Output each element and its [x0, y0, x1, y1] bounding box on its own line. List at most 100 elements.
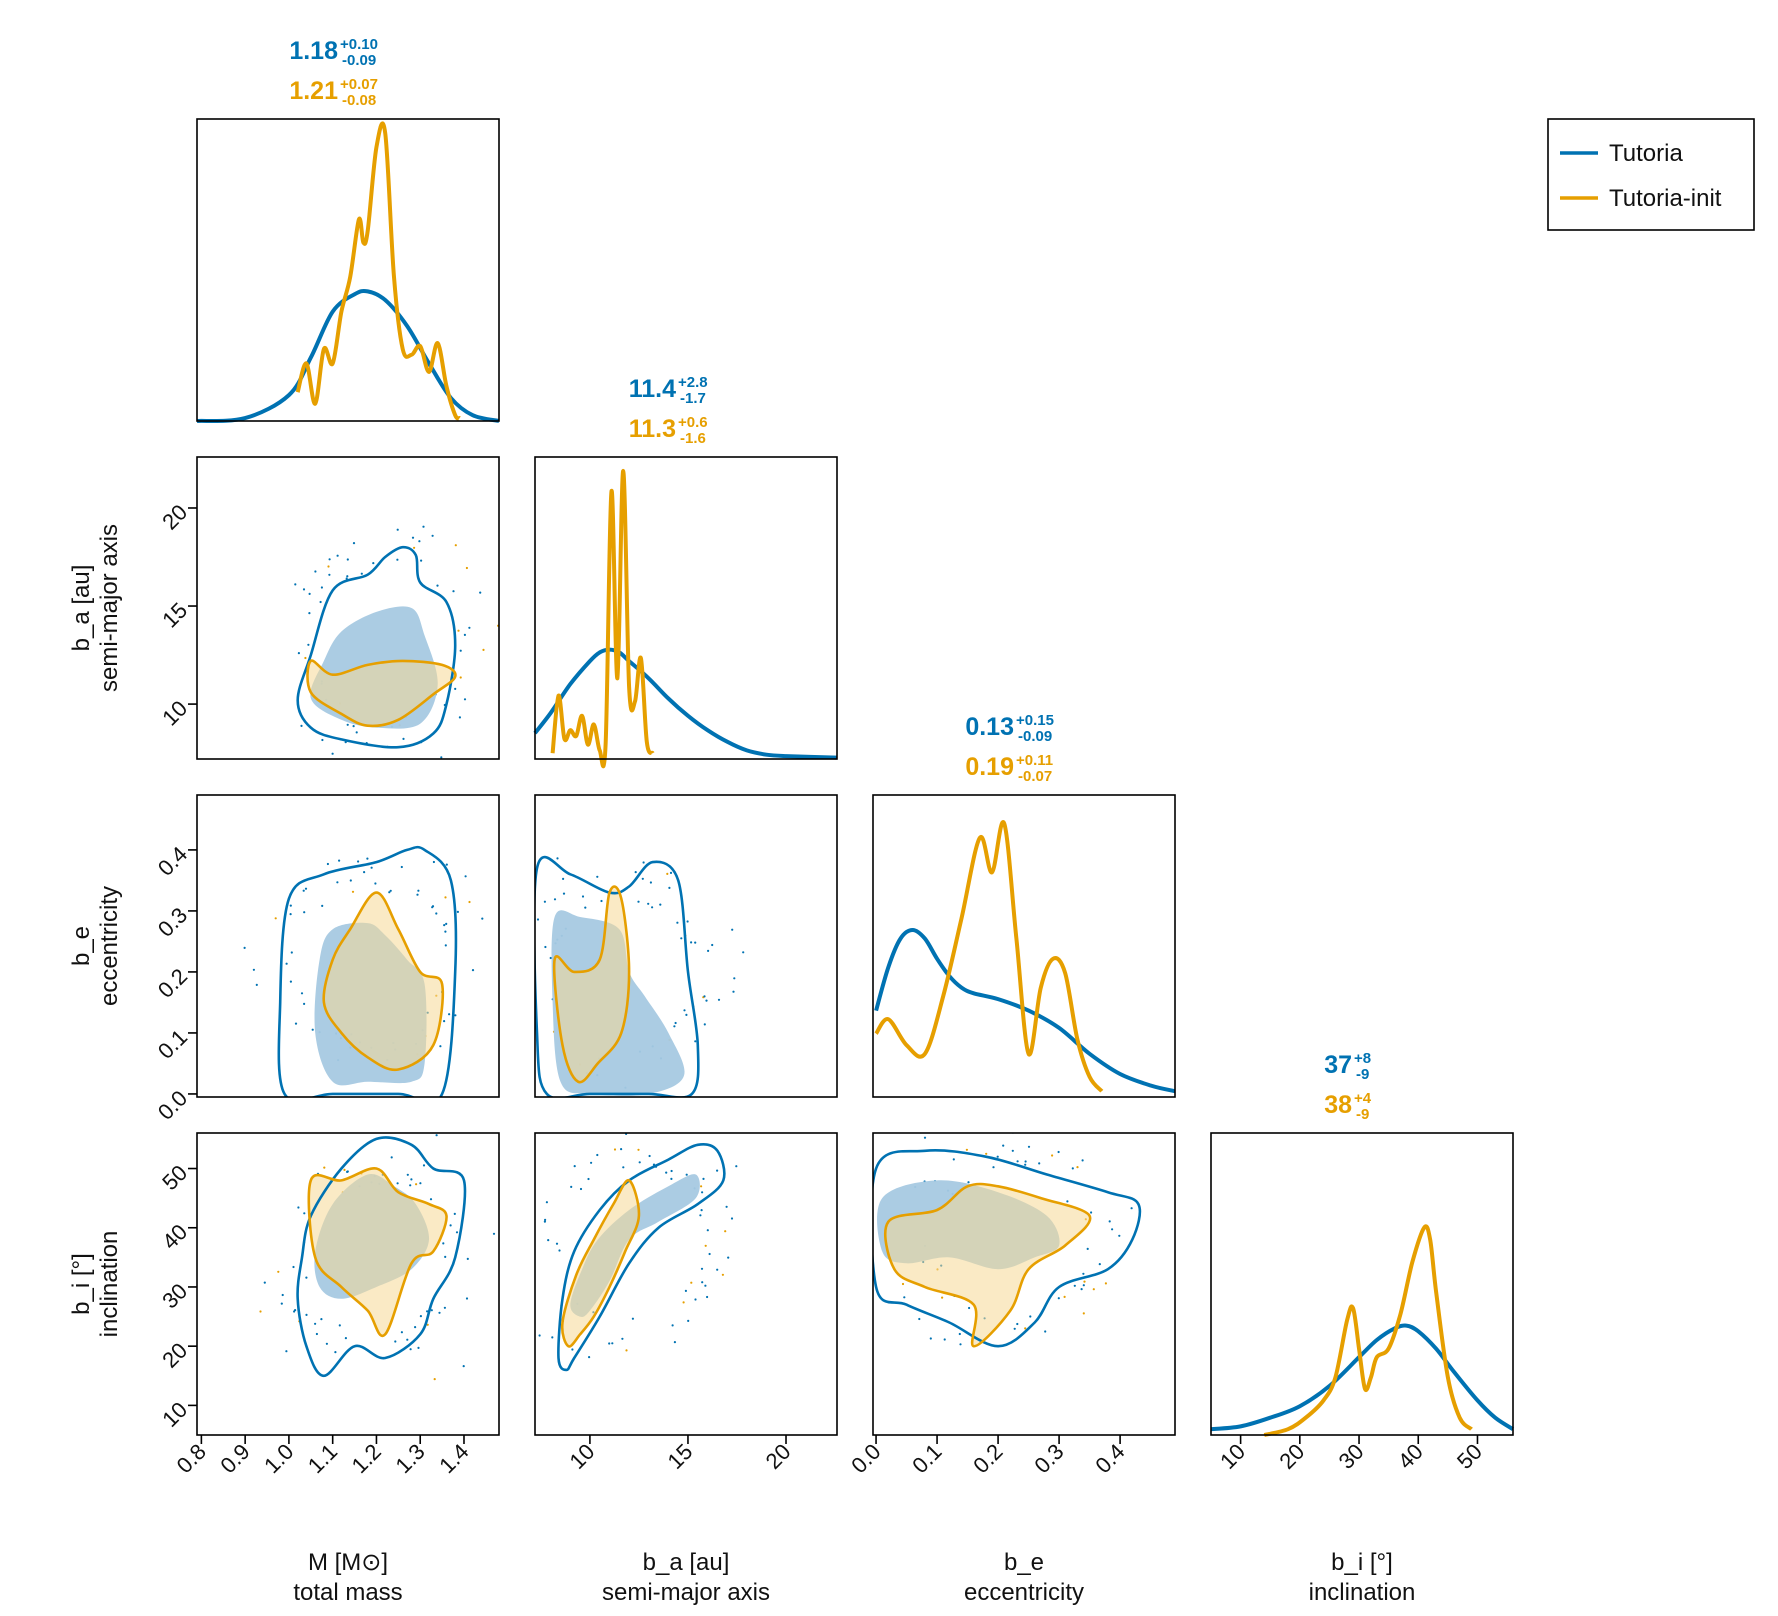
- stat-minus: -0.07: [1018, 768, 1052, 785]
- stat-median: 0.13: [965, 713, 1014, 741]
- scatter-point: [370, 866, 373, 869]
- scatter-point: [701, 1281, 704, 1284]
- panel-frame: [196, 118, 500, 422]
- scatter-point: [562, 892, 566, 895]
- x-tick-label: 50: [1452, 1439, 1487, 1474]
- scatter-point: [923, 1136, 927, 1139]
- scatter-point: [419, 1315, 422, 1318]
- scatter-point: [562, 877, 565, 881]
- scatter-point: [323, 1166, 326, 1169]
- y-tick-label: 0.0: [153, 1085, 192, 1124]
- scatter-point: [1066, 1200, 1069, 1203]
- scatter-point: [694, 941, 697, 944]
- scatter-point: [703, 995, 706, 998]
- scatter-point: [321, 738, 324, 742]
- y-axis-b_i: 10 20 30 40 50 b_i [°]inclination: [68, 1160, 197, 1432]
- scatter-point: [587, 1177, 590, 1181]
- scatter-point: [426, 1323, 429, 1326]
- scatter-point: [294, 1309, 297, 1312]
- scatter-point: [968, 1306, 971, 1310]
- x-tick-label: 0.0: [846, 1439, 885, 1478]
- scatter-point: [929, 1337, 932, 1340]
- scatter-point: [608, 1342, 611, 1345]
- contour-line-tutoria: [873, 1149, 1142, 1348]
- scatter-point: [682, 1301, 685, 1304]
- scatter-point: [352, 725, 355, 728]
- scatter-point: [465, 1297, 469, 1300]
- scatter-point: [685, 1173, 688, 1176]
- scatter-point: [1098, 1263, 1101, 1266]
- scatter-point: [285, 1350, 288, 1353]
- scatter-point: [685, 1013, 688, 1017]
- scatter-point: [579, 1187, 583, 1191]
- scatter-point: [396, 1182, 399, 1185]
- panel-frame: [872, 794, 1176, 1098]
- scatter-point: [346, 1170, 349, 1173]
- scatter-point: [704, 1284, 707, 1287]
- scatter-point: [638, 1161, 641, 1164]
- x-axis-b_a: 10 15 20 b_a [au] semi-major axis: [564, 1435, 796, 1606]
- scatter-point: [357, 860, 360, 863]
- scatter-point: [448, 1013, 451, 1016]
- y-axis-label: b_a [au]semi-major axis: [68, 524, 123, 692]
- scatter-point: [659, 903, 662, 906]
- x-axis-label-name: M [M⊙]: [308, 1549, 388, 1576]
- stat-median: 11.4: [629, 375, 676, 403]
- scatter-point: [321, 904, 324, 908]
- scatter-point: [733, 977, 736, 980]
- x-tick-label: 20: [761, 1439, 796, 1474]
- y-axis-label-desc: eccentricity: [96, 886, 123, 1006]
- x-tick-label: 1.4: [434, 1439, 473, 1478]
- scatter-point: [529, 1212, 531, 1214]
- scatter-point: [1090, 1211, 1093, 1214]
- scatter-point: [430, 1309, 433, 1312]
- scatter-point: [255, 983, 258, 987]
- scatter-point: [458, 716, 461, 719]
- scatter-point: [411, 536, 415, 539]
- scatter-point: [545, 1201, 549, 1204]
- scatter-point: [280, 1302, 283, 1305]
- scatter-point: [1083, 1280, 1086, 1283]
- scatter-point: [1118, 1234, 1121, 1237]
- scatter-point: [289, 980, 292, 983]
- scatter-point: [631, 1317, 635, 1320]
- scatter-point: [440, 756, 443, 759]
- scatter-point: [252, 968, 255, 971]
- scatter-point: [1024, 1160, 1027, 1163]
- scatter-point: [346, 779, 348, 781]
- marginal-curve-b_e-tutoria: [874, 927, 1176, 1094]
- scatter-point: [457, 629, 460, 632]
- scatter-point: [1073, 1284, 1076, 1287]
- scatter-point: [551, 1336, 554, 1339]
- scatter-point: [243, 946, 246, 950]
- stat-minus: -1.7: [680, 390, 706, 407]
- scatter-point: [1071, 1167, 1074, 1170]
- scatter-point: [530, 1197, 532, 1199]
- scatter-point: [344, 1337, 347, 1340]
- scatter-point: [943, 1338, 946, 1341]
- scatter-point: [300, 992, 304, 995]
- scatter-point: [463, 633, 466, 637]
- x-axis-label-desc: eccentricity: [964, 1579, 1084, 1606]
- scatter-point: [683, 1009, 686, 1012]
- stat-minus: -0.09: [342, 52, 376, 69]
- x-tick-label: 0.8: [172, 1439, 211, 1478]
- stat-plus: +8: [1354, 1050, 1371, 1067]
- pair-panel-M-b_a: [196, 456, 500, 781]
- scatter-point: [1082, 1284, 1085, 1287]
- scatter-point: [422, 1164, 426, 1167]
- scatter-point: [732, 990, 735, 993]
- scatter-point: [596, 1153, 599, 1157]
- y-axis-b_e: 0.0 0.1 0.2 0.3 0.4 b_eeccentricity: [68, 841, 197, 1125]
- scatter-point: [1032, 1120, 1034, 1122]
- scatter-point: [735, 1165, 738, 1168]
- scatter-point: [514, 929, 516, 931]
- scatter-point: [418, 540, 421, 543]
- contour-line-tutoria-init: [322, 891, 444, 1072]
- y-tick-label: 0.1: [153, 1024, 192, 1063]
- pair-panel-b_a-b_i: [529, 1132, 838, 1436]
- scatter-point: [315, 1332, 318, 1336]
- scatter-point: [584, 906, 587, 909]
- contour-fill-tutoria-init: [308, 1168, 447, 1336]
- scatter-point: [536, 918, 540, 921]
